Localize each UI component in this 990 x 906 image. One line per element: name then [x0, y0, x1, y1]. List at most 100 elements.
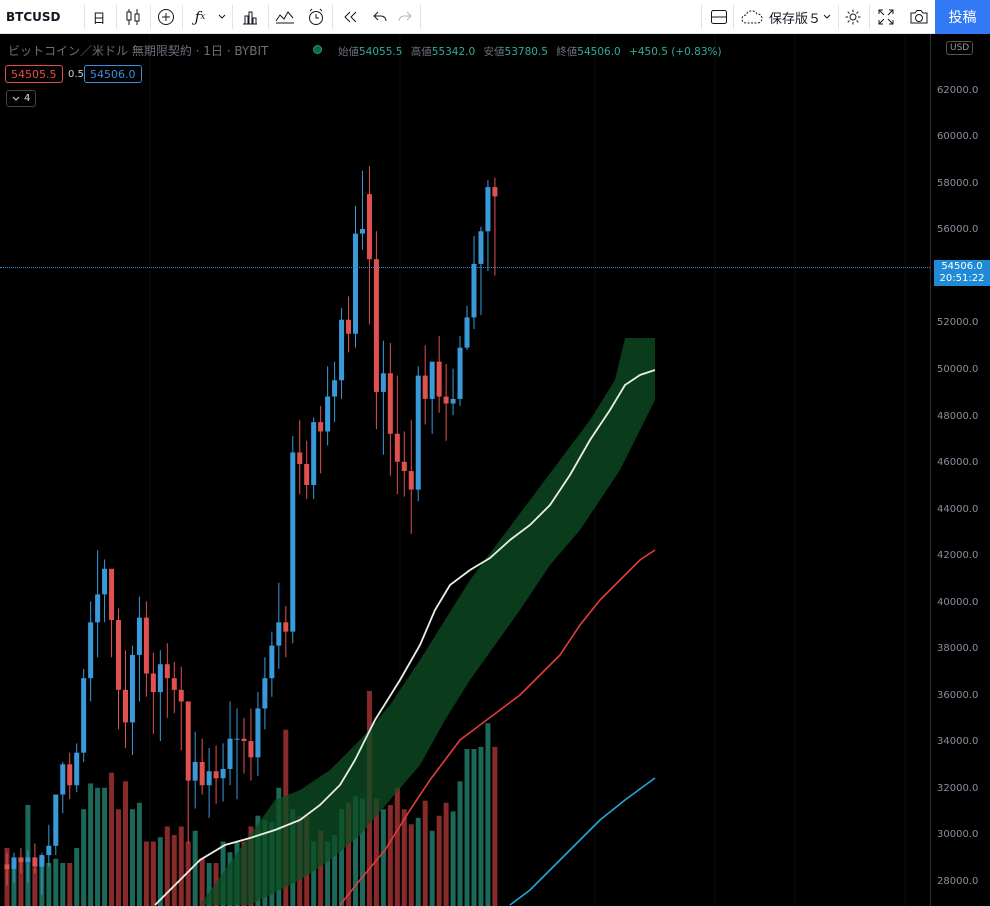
candle-body — [429, 361, 435, 399]
chevron-down-icon[interactable] — [214, 0, 230, 34]
candle-body — [25, 857, 31, 863]
volume-bar — [485, 723, 491, 906]
open-label: 始値 — [338, 46, 359, 58]
settings-icon[interactable] — [840, 0, 866, 34]
volume-bar — [346, 802, 352, 906]
price-tick-label: 36000.0 — [937, 689, 979, 701]
buy-price-button[interactable]: 54506.0 — [84, 65, 142, 83]
volume-bar — [387, 804, 393, 906]
candle-body — [150, 673, 156, 693]
candle-body — [318, 422, 324, 432]
volume-bar — [311, 841, 317, 906]
open-value: 54055.5 — [359, 46, 403, 58]
candles-icon[interactable] — [120, 0, 146, 34]
indicators-toggle-button[interactable]: 4 — [6, 90, 37, 107]
candle-body — [18, 857, 24, 863]
price-tick-label: 28000.0 — [937, 876, 979, 887]
templates-icon[interactable] — [270, 0, 300, 34]
volume-bar — [422, 800, 428, 906]
volume-bar — [401, 809, 407, 906]
volume-bar — [81, 809, 87, 906]
candle-body — [366, 194, 372, 260]
volume-bar — [122, 781, 128, 906]
price-chart[interactable] — [0, 34, 930, 906]
market-status-dot[interactable] — [313, 45, 322, 54]
candle-body — [359, 228, 365, 234]
candle-body — [450, 398, 456, 404]
candle-body — [4, 864, 10, 870]
candle-body — [95, 594, 101, 623]
candle-body — [241, 738, 247, 742]
symbol-search-button[interactable]: BTCUSD — [6, 10, 61, 24]
candle-body — [53, 794, 59, 846]
save-layout-button[interactable]: 保存版５ — [733, 0, 841, 34]
price-tick-label: 52000.0 — [937, 317, 979, 329]
volume-bar — [206, 863, 212, 906]
close-value: 54506.0 — [577, 46, 621, 58]
candle-body — [122, 689, 128, 723]
ma-band — [200, 338, 655, 905]
candle-body — [478, 231, 484, 264]
high-value: 55342.0 — [431, 46, 476, 58]
volume-bar — [450, 811, 456, 906]
volume-bar — [339, 809, 345, 906]
price-tick-label: 48000.0 — [937, 410, 979, 422]
add-compare-icon[interactable] — [152, 0, 180, 34]
volume-bar — [429, 830, 435, 906]
price-tick-label: 58000.0 — [937, 177, 979, 189]
volume-bar — [136, 802, 142, 906]
last-price-line — [0, 267, 930, 268]
financials-icon[interactable] — [236, 0, 264, 34]
price-tick-label: 32000.0 — [937, 782, 979, 794]
separator — [182, 5, 183, 29]
candle-body — [220, 768, 226, 779]
fullscreen-icon[interactable] — [872, 0, 900, 34]
volume-bar — [164, 826, 170, 906]
alert-icon[interactable] — [302, 0, 330, 34]
candle-body — [32, 857, 38, 867]
candle-body — [109, 568, 115, 620]
replay-icon[interactable] — [336, 0, 364, 34]
candle-body — [206, 771, 212, 786]
volume-bar — [492, 746, 498, 906]
close-label: 終値 — [556, 46, 578, 58]
volume-bar — [46, 863, 52, 906]
chevron-down-icon[interactable] — [819, 0, 835, 34]
symbol-legend-title[interactable]: ビットコイン／米ドル 無期限契約 · 1日 · BYBIT — [8, 44, 269, 58]
candle-body — [471, 263, 477, 318]
candle-body — [143, 617, 149, 674]
separator — [84, 5, 85, 29]
candle-body — [464, 317, 470, 348]
low-value: 53780.5 — [504, 46, 548, 58]
volume-bar — [318, 830, 324, 906]
sell-price-button[interactable]: 54505.5 — [5, 65, 63, 83]
candle-body — [387, 373, 393, 434]
candle-body — [46, 845, 52, 856]
volume-bar — [109, 772, 115, 906]
volume-bar — [157, 837, 163, 906]
price-axis[interactable]: 62000.060000.058000.056000.054000.052000… — [930, 34, 990, 906]
high-label: 高値 — [410, 46, 432, 58]
redo-icon[interactable] — [392, 0, 418, 34]
candle-body — [116, 619, 122, 690]
undo-icon[interactable] — [366, 0, 394, 34]
volume-bar — [443, 802, 449, 906]
volume-bar — [116, 809, 122, 906]
candle-body — [443, 396, 449, 404]
candle-body — [248, 741, 254, 758]
currency-badge[interactable]: USD — [946, 41, 974, 55]
volume-bar — [332, 835, 338, 906]
snapshot-icon[interactable] — [904, 0, 934, 34]
volume-bar — [408, 824, 414, 906]
volume-bar — [129, 809, 135, 906]
candle-body — [373, 259, 379, 392]
layout-icon[interactable] — [704, 0, 734, 34]
candle-body — [269, 645, 275, 679]
ma-cyan-line — [509, 777, 656, 906]
volume-bar — [353, 796, 358, 906]
interval-button[interactable]: 日 — [92, 11, 106, 27]
candle-body — [227, 738, 233, 769]
price-tick-label: 56000.0 — [937, 224, 979, 236]
publish-button[interactable]: 投稿 — [935, 0, 990, 34]
